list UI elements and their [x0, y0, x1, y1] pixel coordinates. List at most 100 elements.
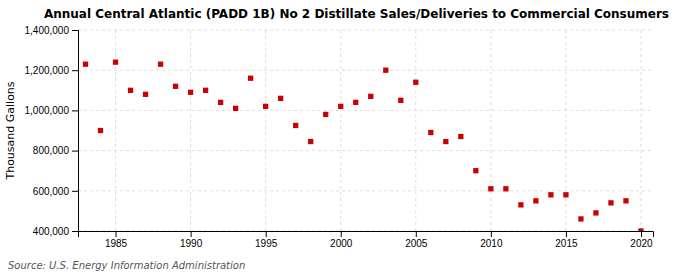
grid-line-y [78, 190, 653, 191]
y-tick-label: 800,000 [33, 145, 70, 156]
point [458, 134, 463, 139]
point [548, 192, 553, 197]
x-tick: 2010 [480, 231, 503, 249]
point [143, 92, 148, 97]
point [368, 94, 373, 99]
plot: 1985 1990 1995 2000 2005 2010 2015 2020 400,000 6… [25, 25, 654, 249]
chart: 1985 1990 1995 2000 2005 2010 2015 2020 400,000 6… [0, 0, 675, 275]
point [593, 210, 598, 215]
y-axis: 400,000 600,000 800,000 1,000,000 1,200,000 1… [25, 25, 79, 237]
grid-line-y [78, 150, 653, 151]
y-tick-label: 600,000 [33, 186, 70, 197]
y-tick-mark [72, 70, 78, 71]
point [128, 88, 133, 93]
grid-line-x [190, 30, 191, 231]
y-tick: 1,400,000 [25, 25, 79, 36]
point [413, 80, 418, 85]
x-tick: 2005 [405, 231, 428, 249]
x-tick: 1995 [255, 231, 278, 249]
x-tick-label: 2000 [330, 238, 353, 249]
title: Annual Central Atlantic (PADD 1B) No 2 D… [44, 7, 669, 21]
grid-line-x [340, 30, 341, 231]
y-tick-mark [72, 110, 78, 111]
x-tick-mark [566, 231, 567, 237]
point [293, 123, 298, 128]
y-tick-label: 400,000 [33, 226, 70, 237]
point [83, 62, 88, 67]
grid-line-x [640, 30, 641, 231]
point [398, 98, 403, 103]
x-tick-mark [416, 231, 417, 237]
point [383, 68, 388, 73]
x-tick: 2015 [555, 231, 578, 249]
points [83, 60, 644, 231]
y-tick: 400,000 [33, 226, 78, 237]
x-axis-line [79, 232, 654, 238]
point [113, 60, 118, 65]
point [338, 104, 343, 109]
point [323, 112, 328, 117]
point [428, 130, 433, 135]
point [158, 62, 163, 67]
y-axis-title: Thousand Gallons [4, 81, 17, 180]
grid-line-y [78, 30, 653, 31]
y-tick-label: 1,200,000 [25, 65, 70, 76]
grid-line-x [415, 30, 416, 231]
x-tick: 1985 [105, 231, 128, 249]
point [188, 90, 193, 95]
y-tick: 600,000 [33, 186, 78, 197]
y-tick-mark [72, 30, 78, 31]
point [578, 216, 583, 221]
x-tick-label: 1985 [105, 238, 128, 249]
x-tick-mark [116, 231, 117, 237]
point [263, 104, 268, 109]
point [353, 100, 358, 105]
y-tick-mark [72, 231, 78, 232]
x-tick: 2020 [630, 231, 653, 249]
grid-line-x [265, 30, 266, 231]
y-axis-line [72, 31, 79, 232]
x-tick: 1990 [180, 231, 203, 249]
x-tick-mark [491, 231, 492, 237]
point [623, 198, 628, 203]
point [473, 168, 478, 173]
x-tick-label: 2015 [555, 238, 578, 249]
source: Source: U.S. Energy Information Administ… [8, 260, 245, 271]
x-tick-label: 2020 [630, 238, 653, 249]
x-axis: 1985 1990 1995 2000 2005 2010 2015 2020 [79, 231, 654, 249]
point [503, 186, 508, 191]
x-tick-label: 2005 [405, 238, 428, 249]
x-tick-label: 2010 [480, 238, 503, 249]
y-tick-mark [72, 191, 78, 192]
point [638, 228, 643, 231]
point [488, 186, 493, 191]
grid-line-x [565, 30, 566, 231]
point [98, 128, 103, 133]
y-tick: 1,000,000 [25, 105, 79, 116]
x-tick-mark [641, 231, 642, 237]
grid [78, 30, 653, 231]
point [608, 200, 613, 205]
y-tick-mark [72, 151, 78, 152]
point [533, 198, 538, 203]
x-tick-mark [266, 231, 267, 237]
point [308, 139, 313, 144]
x-tick-mark [191, 231, 192, 237]
point [173, 84, 178, 89]
y-tick-label: 1,400,000 [25, 25, 70, 36]
grid-line-y [78, 110, 653, 111]
grid-line-x [490, 30, 491, 231]
x-tick-mark [341, 231, 342, 237]
x-tick: 2000 [330, 231, 353, 249]
point [218, 100, 223, 105]
x-tick-label: 1995 [255, 238, 278, 249]
x-tick-label: 1990 [180, 238, 203, 249]
y-tick: 800,000 [33, 145, 78, 156]
point [518, 202, 523, 207]
point [248, 76, 253, 81]
point [563, 192, 568, 197]
point [278, 96, 283, 101]
point [203, 88, 208, 93]
y-tick: 1,200,000 [25, 65, 79, 76]
point [443, 139, 448, 144]
